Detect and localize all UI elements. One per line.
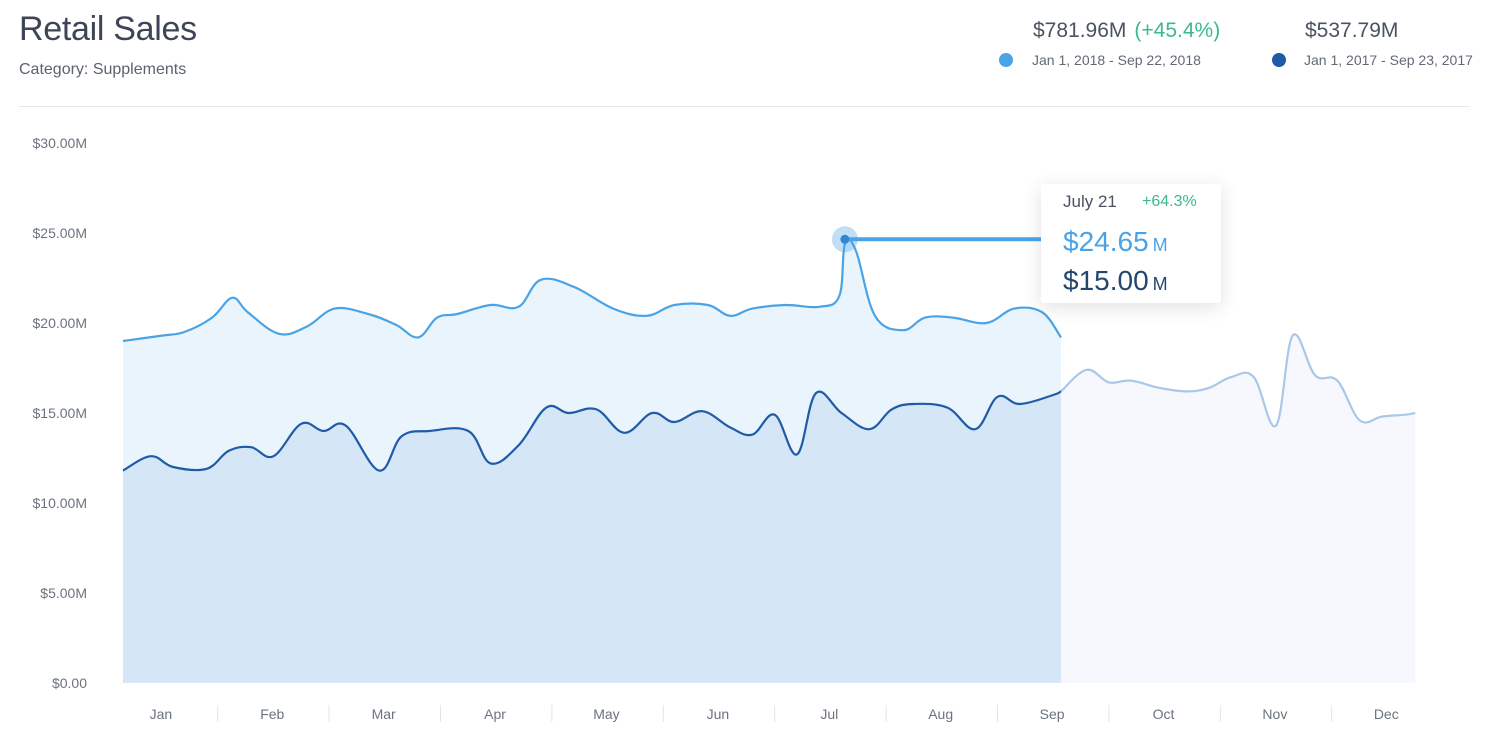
summary-previous-range: Jan 1, 2017 - Sep 23, 2017 <box>1304 52 1473 68</box>
x-tick-label: Nov <box>1262 706 1287 722</box>
x-tick-label: Dec <box>1374 706 1399 722</box>
y-tick-label: $15.00M <box>33 405 87 421</box>
tooltip-value-previous: $15.00 M <box>1063 265 1168 297</box>
line-current <box>122 237 1062 343</box>
x-tick-label: Mar <box>372 706 396 722</box>
line-previous <box>122 390 1062 472</box>
y-tick-label: $0.00 <box>52 675 87 691</box>
page-subtitle: Category: Supplements <box>19 61 187 78</box>
x-tick-label: Jan <box>150 706 173 722</box>
tooltip-unit-previous: M <box>1152 274 1168 294</box>
chart-lines <box>122 237 1416 472</box>
x-tick-label: Feb <box>260 706 284 722</box>
summary-current-range: Jan 1, 2018 - Sep 22, 2018 <box>1032 52 1201 68</box>
x-tick-label: May <box>593 706 619 722</box>
summary-previous-value: $537.79M <box>1305 19 1399 42</box>
x-tick-label: Jun <box>707 706 730 722</box>
area-projection <box>1061 334 1416 683</box>
summary-current-amount: $781.96M (+45.4%) <box>1033 19 1220 43</box>
x-axis: Jan Feb Mar Apr May Jun Jul Aug Sep Oct Nov Dec <box>150 705 1399 722</box>
x-tick-label: Aug <box>928 706 953 722</box>
tooltip-unit-current: M <box>1152 235 1168 255</box>
line-projection <box>1060 333 1416 428</box>
tooltip-value-previous-number: $15.00 <box>1063 265 1149 296</box>
tooltip-value-current: $24.65 M <box>1063 226 1168 258</box>
y-axis: $0.00 $5.00M $10.00M $15.00M $20.00M $25.00M $… <box>33 135 88 691</box>
summary-current-value: $781.96M <box>1033 19 1127 42</box>
y-tick-label: $25.00M <box>33 225 87 241</box>
chart-areas <box>123 239 1416 684</box>
page-title: Retail Sales <box>19 10 197 48</box>
x-tick-label: Apr <box>484 706 506 722</box>
y-tick-label: $20.00M <box>33 315 87 331</box>
summary-current-change: (+45.4%) <box>1134 19 1221 42</box>
chart-highlight <box>831 226 1041 253</box>
y-tick-label: $5.00M <box>40 585 87 601</box>
x-tick-label: Oct <box>1153 706 1175 722</box>
tooltip-date: July 21 <box>1063 192 1117 211</box>
series-previous-dot-icon <box>1272 53 1286 67</box>
summary-current: $781.96M (+45.4%) Jan 1, 2018 - Sep 22, 2… <box>999 19 1220 68</box>
y-tick-label: $30.00M <box>33 135 87 151</box>
tooltip-value-current-number: $24.65 <box>1063 226 1149 257</box>
x-tick-label: Sep <box>1040 706 1065 722</box>
data-tooltip: July 21 +64.3% $24.65 M $15.00 M <box>1041 184 1221 303</box>
summary-previous: $537.79M Jan 1, 2017 - Sep 23, 2017 <box>1272 19 1473 68</box>
y-tick-label: $10.00M <box>33 495 87 511</box>
tooltip-delta: +64.3% <box>1142 193 1197 210</box>
highlight-point[interactable] <box>840 234 850 244</box>
summary-previous-amount: $537.79M <box>1305 19 1398 43</box>
series-current-dot-icon <box>999 53 1013 67</box>
x-tick-label: Jul <box>820 706 838 722</box>
header-divider <box>19 106 1470 107</box>
area-previous <box>123 391 1061 683</box>
